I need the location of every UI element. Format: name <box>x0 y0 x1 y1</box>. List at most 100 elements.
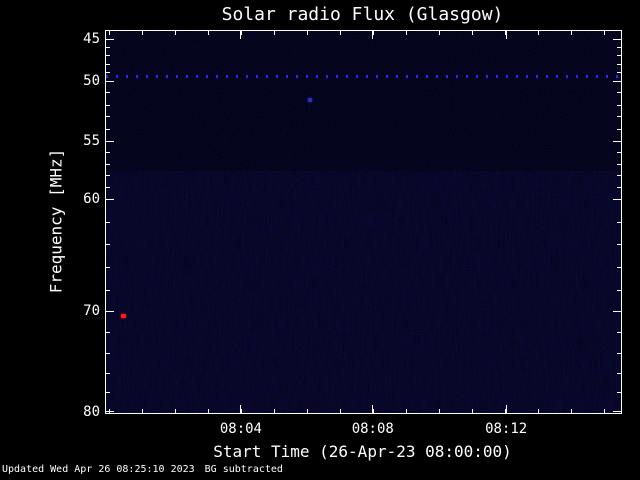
y-tick-minor-right <box>617 392 621 394</box>
y-tick-minor <box>106 104 110 106</box>
x-tick-minor-top <box>306 31 308 35</box>
y-tick-minor-right <box>617 372 621 374</box>
y-tick-minor-right <box>617 116 621 118</box>
y-tick-minor-right <box>617 352 621 354</box>
y-tick-major-right <box>613 140 621 142</box>
chart-title: Solar radio Flux (Glasgow) <box>221 4 504 25</box>
interference-dotted-line <box>106 75 621 79</box>
y-tick-minor <box>106 72 110 74</box>
updated-timestamp: Updated Wed Apr 26 08:25:10 2023 <box>2 464 195 475</box>
y-tick-minor <box>106 92 110 94</box>
x-tick-minor-top <box>438 31 440 35</box>
y-tick-minor <box>106 331 110 333</box>
x-tick-minor <box>471 409 473 413</box>
x-tick-minor-top <box>207 31 209 35</box>
data-point <box>120 314 126 319</box>
x-tick-minor <box>438 409 440 413</box>
bg-subtracted-note: BG subtracted <box>204 464 283 475</box>
y-tick-minor <box>106 163 110 165</box>
x-tick-minor <box>207 409 209 413</box>
y-tick-label: 70 <box>83 303 100 319</box>
y-tick-minor <box>106 244 110 246</box>
status-bar: Updated Wed Apr 26 08:25:10 2023 BG subt… <box>2 464 283 475</box>
y-tick-major-right <box>613 411 621 413</box>
x-tick-minor <box>339 409 341 413</box>
y-tick-major <box>106 80 114 82</box>
plot-area: 08:04 08:08 08:12 45 50 55 60 70 80 <box>83 30 622 437</box>
y-tick-label: 80 <box>83 403 100 420</box>
y-tick-minor-right <box>617 72 621 74</box>
x-tick-minor <box>603 409 605 413</box>
y-tick-major <box>106 38 114 40</box>
x-tick-minor <box>570 409 572 413</box>
y-tick-minor-right <box>617 55 621 57</box>
x-tick-minor-top <box>537 31 539 35</box>
y-tick-major <box>106 310 114 312</box>
x-axis-title: Start Time (26-Apr-23 08:00:00) <box>213 442 512 461</box>
y-tick-minor <box>106 63 110 65</box>
y-tick-label: 50 <box>83 73 100 90</box>
x-tick-minor-top <box>405 31 407 35</box>
y-tick-major-right <box>613 310 621 312</box>
y-tick-minor <box>106 372 110 374</box>
y-tick-minor-right <box>617 104 621 106</box>
data-point <box>307 97 312 102</box>
x-tick-minor-top <box>570 31 572 35</box>
y-tick-minor-right <box>617 221 621 223</box>
x-tick-minor <box>240 409 242 413</box>
x-tick-minor-top <box>108 31 110 35</box>
y-tick-minor-right <box>617 175 621 177</box>
y-tick-minor-right <box>617 92 621 94</box>
y-tick-minor <box>106 267 110 269</box>
x-tick-minor <box>174 409 176 413</box>
y-tick-minor-right <box>617 187 621 189</box>
y-tick-minor-right <box>617 331 621 333</box>
y-tick-label: 60 <box>83 191 100 208</box>
y-tick-major-right <box>613 198 621 200</box>
x-tick-minor-top <box>240 31 242 35</box>
x-tick-minor <box>537 409 539 413</box>
y-tick-minor-right <box>617 244 621 246</box>
x-tick-major-top <box>505 31 507 39</box>
y-tick-minor-right <box>617 163 621 165</box>
y-tick-minor <box>106 151 110 153</box>
y-tick-minor <box>106 221 110 223</box>
y-axis-title: Frequency [MHz] <box>46 148 66 294</box>
y-tick-major <box>106 198 114 200</box>
x-tick-minor-top <box>339 31 341 35</box>
y-tick-minor-right <box>617 46 621 48</box>
y-tick-label: 45 <box>83 31 100 48</box>
y-tick-major-right <box>613 38 621 40</box>
x-tick-major-top <box>372 31 374 39</box>
y-tick-minor <box>106 392 110 394</box>
x-tick-minor-top <box>603 31 605 35</box>
y-tick-minor-right <box>617 128 621 130</box>
y-tick-minor <box>106 175 110 177</box>
x-tick-minor-top <box>273 31 275 35</box>
y-tick-minor <box>106 187 110 189</box>
y-tick-minor-right <box>617 267 621 269</box>
x-tick-minor <box>141 409 143 413</box>
x-tick-label: 08:04 <box>219 421 262 437</box>
x-tick-minor <box>108 409 110 413</box>
x-tick-minor <box>372 409 374 413</box>
x-tick-minor <box>273 409 275 413</box>
x-tick-minor-top <box>504 31 506 35</box>
y-tick-minor <box>106 128 110 130</box>
x-tick-label: 08:08 <box>351 421 394 437</box>
spectrogram-noise <box>106 31 621 413</box>
y-tick-minor-right <box>617 290 621 292</box>
y-tick-major <box>106 411 114 413</box>
x-tick-major-top <box>240 31 242 39</box>
x-tick-minor <box>405 409 407 413</box>
y-tick-minor <box>106 55 110 57</box>
y-tick-minor-right <box>617 63 621 65</box>
x-tick-minor <box>504 409 506 413</box>
x-tick-label: 08:12 <box>485 421 528 437</box>
y-tick-major-right <box>613 80 621 82</box>
x-tick-minor <box>306 409 308 413</box>
y-tick-minor-right <box>617 151 621 153</box>
y-tick-minor <box>106 290 110 292</box>
y-tick-label: 55 <box>83 133 100 150</box>
